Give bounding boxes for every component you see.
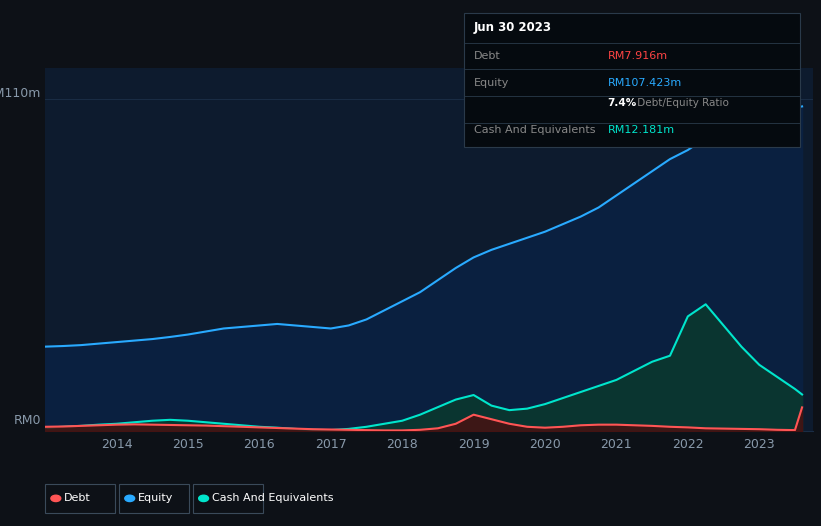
- Text: RM7.916m: RM7.916m: [608, 51, 667, 61]
- Text: Jun 30 2023: Jun 30 2023: [474, 22, 552, 34]
- Text: Equity: Equity: [474, 78, 509, 88]
- Text: Equity: Equity: [138, 493, 173, 503]
- Text: 7.4%: 7.4%: [608, 98, 637, 108]
- Text: Cash And Equivalents: Cash And Equivalents: [474, 125, 595, 135]
- Text: Cash And Equivalents: Cash And Equivalents: [212, 493, 333, 503]
- Text: RM107.423m: RM107.423m: [608, 78, 681, 88]
- Text: Debt: Debt: [474, 51, 501, 61]
- Text: Debt: Debt: [64, 493, 91, 503]
- Text: Debt/Equity Ratio: Debt/Equity Ratio: [634, 98, 729, 108]
- Text: RM0: RM0: [14, 414, 41, 427]
- Text: RM110m: RM110m: [0, 87, 41, 100]
- Text: RM12.181m: RM12.181m: [608, 125, 675, 135]
